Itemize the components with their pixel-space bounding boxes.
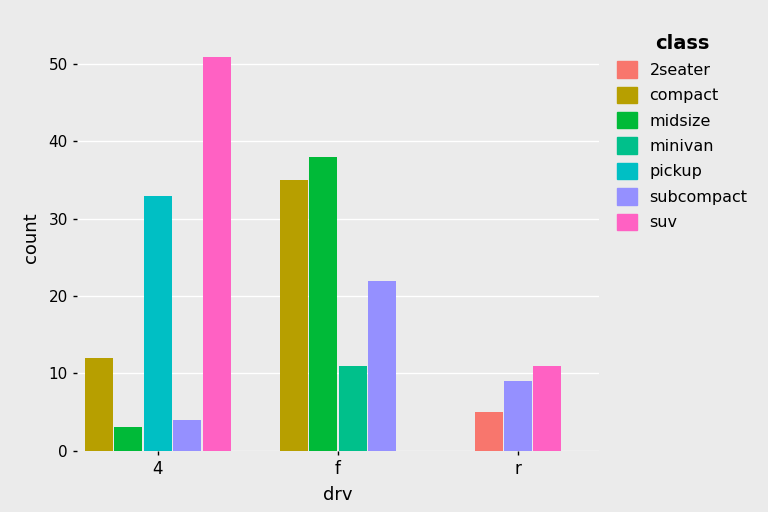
Bar <box>310 157 337 451</box>
Bar <box>339 366 366 451</box>
Bar <box>280 180 308 451</box>
Legend: 2seater, compact, midsize, minivan, pickup, subcompact, suv: 2seater, compact, midsize, minivan, pick… <box>617 34 747 230</box>
Bar <box>114 428 142 451</box>
Bar <box>504 381 532 451</box>
Bar <box>174 420 201 451</box>
Bar <box>144 196 172 451</box>
Y-axis label: count: count <box>22 213 40 263</box>
Bar <box>368 281 396 451</box>
Bar <box>203 56 230 451</box>
Bar <box>85 358 113 451</box>
X-axis label: drv: drv <box>323 486 353 504</box>
Bar <box>475 412 502 451</box>
Bar <box>534 366 561 451</box>
